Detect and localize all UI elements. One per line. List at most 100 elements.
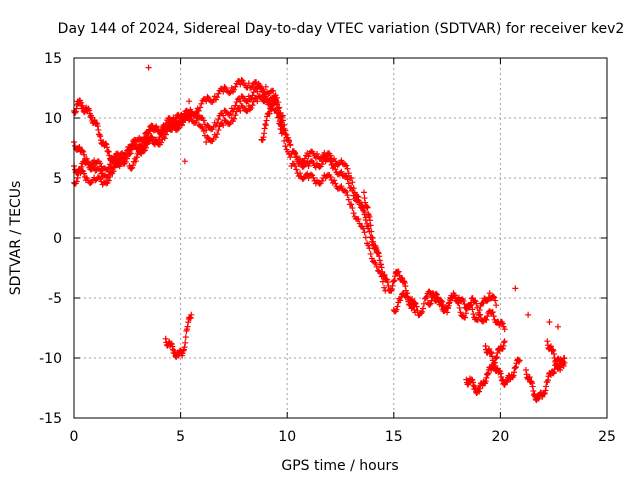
data-point-interp (483, 316, 490, 323)
data-point-interp (79, 147, 86, 154)
data-point-interp (420, 305, 427, 312)
data-point-interp (215, 127, 222, 134)
data-point-interp (427, 300, 434, 307)
data-point-interp (445, 300, 452, 307)
data-point-interp (143, 141, 150, 148)
plot-frame (73, 57, 608, 419)
data-point-interp (256, 83, 263, 90)
data-point-interp (344, 176, 351, 183)
data-point-interp (530, 387, 537, 394)
data-point-interp (187, 315, 194, 322)
data-point-interp (226, 111, 233, 118)
data-point-interp (76, 144, 83, 151)
data-point-interp (112, 156, 119, 163)
data-point-interp (355, 216, 362, 223)
data-point-interp (145, 130, 152, 137)
data-point-interp (357, 204, 364, 211)
data-point-interp (473, 300, 480, 307)
data-point-interp (360, 225, 367, 232)
data-point-interp (187, 314, 194, 321)
data-point-interp (367, 222, 374, 229)
data-point-interp (549, 346, 556, 353)
data-point-interp (328, 176, 335, 183)
data-point-interp (361, 195, 368, 202)
data-point-interp (551, 350, 558, 357)
data-point-interp (363, 204, 370, 211)
data-point-interp (106, 161, 113, 168)
data-point-interp (485, 370, 492, 377)
data-point (194, 107, 201, 114)
x-tick-label: 20 (491, 429, 509, 445)
data-point-interp (130, 162, 137, 169)
data-point-interp (81, 159, 88, 166)
data-point (262, 93, 269, 100)
data-point-interp (412, 300, 419, 307)
data-point-interp (318, 178, 325, 185)
x-tick-label: 15 (385, 429, 403, 445)
data-point-interp (398, 274, 405, 281)
data-point-interp (491, 362, 498, 369)
data-point (493, 302, 500, 309)
data-point-interp (360, 207, 367, 214)
data-point-interp (370, 238, 377, 245)
data-point-interp (560, 362, 567, 369)
data-point-interp (368, 234, 375, 241)
data-point-interp (364, 204, 371, 211)
data-point-interp (500, 323, 507, 330)
data-point-interp (491, 294, 498, 301)
data-point-interp (547, 343, 554, 350)
data-point-interp (287, 154, 294, 161)
data-point-interp (378, 264, 385, 271)
data-point-interp (72, 109, 79, 116)
data-point-interp (199, 125, 206, 132)
data-point-interp (231, 115, 238, 122)
data-point-interp (376, 257, 383, 264)
data-point-interp (215, 116, 222, 123)
y-tick-label: 5 (53, 171, 62, 187)
data-point-interp (366, 213, 373, 220)
data-point-interp (110, 168, 117, 175)
data-point-interp (338, 183, 345, 190)
data-point-interp (81, 173, 88, 180)
data-point-interp (128, 165, 135, 172)
data-point-interp (451, 292, 458, 299)
data-point-interp (261, 130, 268, 137)
data-point-interp (173, 353, 180, 360)
data-point-interp (279, 122, 286, 129)
data-point-interp (86, 110, 93, 117)
data-point-interp (232, 83, 239, 90)
data-point-interp (284, 134, 291, 141)
data-point-interp (501, 339, 508, 346)
data-point-interp (276, 118, 283, 125)
data-point-interp (515, 358, 522, 365)
data-point-interp (483, 371, 490, 378)
data-point-interp (473, 389, 480, 396)
data-point-interp (435, 298, 442, 305)
data-point (186, 98, 193, 105)
data-point-interp (293, 166, 300, 173)
y-axis-label: SDTVAR / TECUs (8, 181, 24, 296)
data-point-interp (238, 77, 245, 84)
data-point-interp (80, 148, 87, 155)
data-point-interp (384, 279, 391, 286)
data-point-interp (372, 259, 379, 266)
data-point-interp (249, 102, 256, 109)
data-point-interp (193, 117, 200, 124)
data-point-interp (474, 304, 481, 311)
data-point-interp (512, 363, 519, 370)
data-point-interp (470, 382, 477, 389)
data-point-interp (197, 104, 204, 111)
data-point-interp (250, 98, 257, 105)
x-tick-label: 5 (176, 429, 185, 445)
data-point-interp (526, 374, 533, 381)
data-point-interp (544, 377, 551, 384)
data-point-interp (476, 311, 483, 318)
data-point-interp (87, 180, 94, 187)
data-point (356, 201, 363, 208)
data-point-interp (362, 199, 369, 206)
data-point-interp (248, 105, 255, 112)
data-point-interp (77, 99, 84, 106)
data-point-interp (88, 114, 95, 121)
data-point-interp (131, 158, 138, 165)
